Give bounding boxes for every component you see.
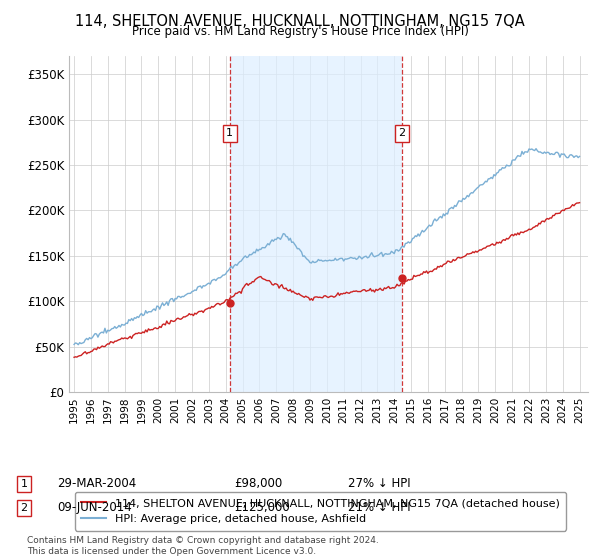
Text: 2: 2 <box>20 503 28 513</box>
Text: 114, SHELTON AVENUE, HUCKNALL, NOTTINGHAM, NG15 7QA: 114, SHELTON AVENUE, HUCKNALL, NOTTINGHA… <box>75 14 525 29</box>
Text: 1: 1 <box>20 479 28 489</box>
Text: Price paid vs. HM Land Registry's House Price Index (HPI): Price paid vs. HM Land Registry's House … <box>131 25 469 38</box>
Text: 21% ↓ HPI: 21% ↓ HPI <box>348 501 410 515</box>
Text: Contains HM Land Registry data © Crown copyright and database right 2024.
This d: Contains HM Land Registry data © Crown c… <box>27 536 379 556</box>
Text: 09-JUN-2014: 09-JUN-2014 <box>57 501 132 515</box>
Legend: 114, SHELTON AVENUE, HUCKNALL, NOTTINGHAM, NG15 7QA (detached house), HPI: Avera: 114, SHELTON AVENUE, HUCKNALL, NOTTINGHA… <box>74 492 566 530</box>
Text: 2: 2 <box>398 128 405 138</box>
Text: 29-MAR-2004: 29-MAR-2004 <box>57 477 136 491</box>
Text: 1: 1 <box>226 128 233 138</box>
Text: £125,000: £125,000 <box>234 501 290 515</box>
Text: 27% ↓ HPI: 27% ↓ HPI <box>348 477 410 491</box>
Text: £98,000: £98,000 <box>234 477 282 491</box>
Bar <box>230 56 401 392</box>
